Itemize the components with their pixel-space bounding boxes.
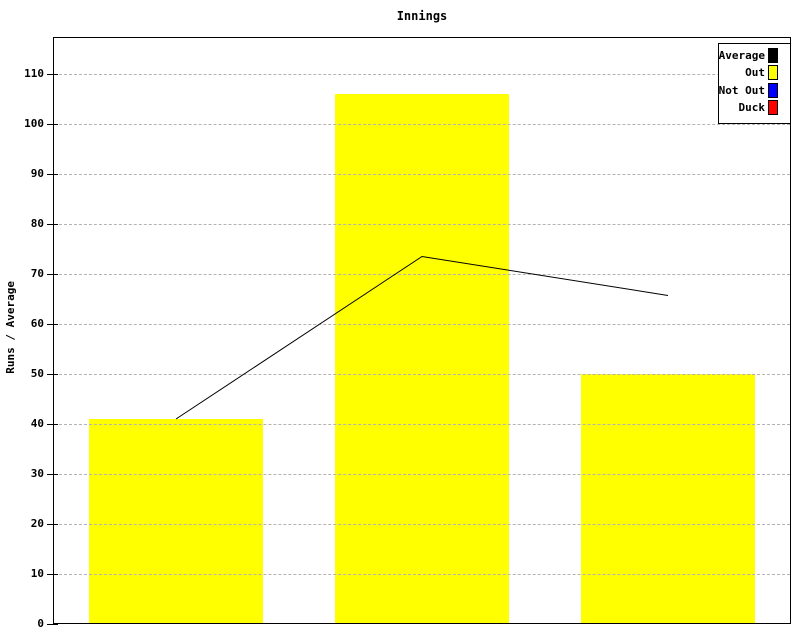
legend-row-duck: Duck [719, 99, 778, 115]
gridline [54, 74, 790, 75]
legend-label-duck: Duck [738, 100, 766, 114]
chart-title: Innings [396, 9, 448, 23]
y-tick [47, 524, 58, 525]
y-tick [47, 424, 58, 425]
legend-row-average: Average [719, 48, 778, 63]
y-tick-label: 110 [24, 67, 44, 80]
y-tick [47, 124, 58, 125]
legend-swatch-out [768, 65, 778, 81]
gridline [54, 124, 790, 125]
y-tick [47, 274, 58, 275]
legend-row-not-out: Not Out [718, 82, 778, 98]
gridline [54, 574, 790, 575]
y-tick-label: 10 [30, 567, 44, 580]
y-tick-label: 30 [30, 467, 44, 480]
y-tick-label: 90 [30, 167, 44, 180]
y-tick [47, 324, 58, 325]
y-tick [47, 624, 58, 625]
legend: Average Out Not Out Duck [718, 43, 791, 124]
gridline [54, 424, 790, 425]
y-tick [47, 174, 58, 175]
legend-swatch-average [768, 48, 778, 63]
y-tick-label: 40 [30, 417, 44, 430]
gridline [54, 174, 790, 175]
plot-area [53, 37, 791, 624]
y-tick-label: 70 [30, 267, 44, 280]
y-tick [47, 474, 58, 475]
y-tick-label: 60 [30, 317, 44, 330]
gridline [54, 224, 790, 225]
legend-row-out: Out [719, 65, 778, 81]
legend-label-not-out: Not Out [718, 83, 765, 97]
y-tick-label: 100 [24, 117, 44, 130]
y-tick-label: 80 [30, 217, 44, 230]
y-tick-label: 20 [30, 517, 44, 530]
gridline [54, 524, 790, 525]
y-tick [47, 574, 58, 575]
y-tick [47, 74, 58, 75]
y-tick-label: 50 [30, 367, 44, 380]
legend-swatch-duck [768, 99, 778, 115]
gridline [54, 474, 790, 475]
legend-label-out: Out [745, 66, 765, 80]
legend-swatch-not-out [768, 82, 778, 98]
y-tick [47, 374, 58, 375]
y-tick [47, 224, 58, 225]
bar-innings-1 [89, 419, 263, 623]
y-tick-label: 0 [37, 617, 44, 630]
legend-label-average: Average [718, 49, 765, 62]
